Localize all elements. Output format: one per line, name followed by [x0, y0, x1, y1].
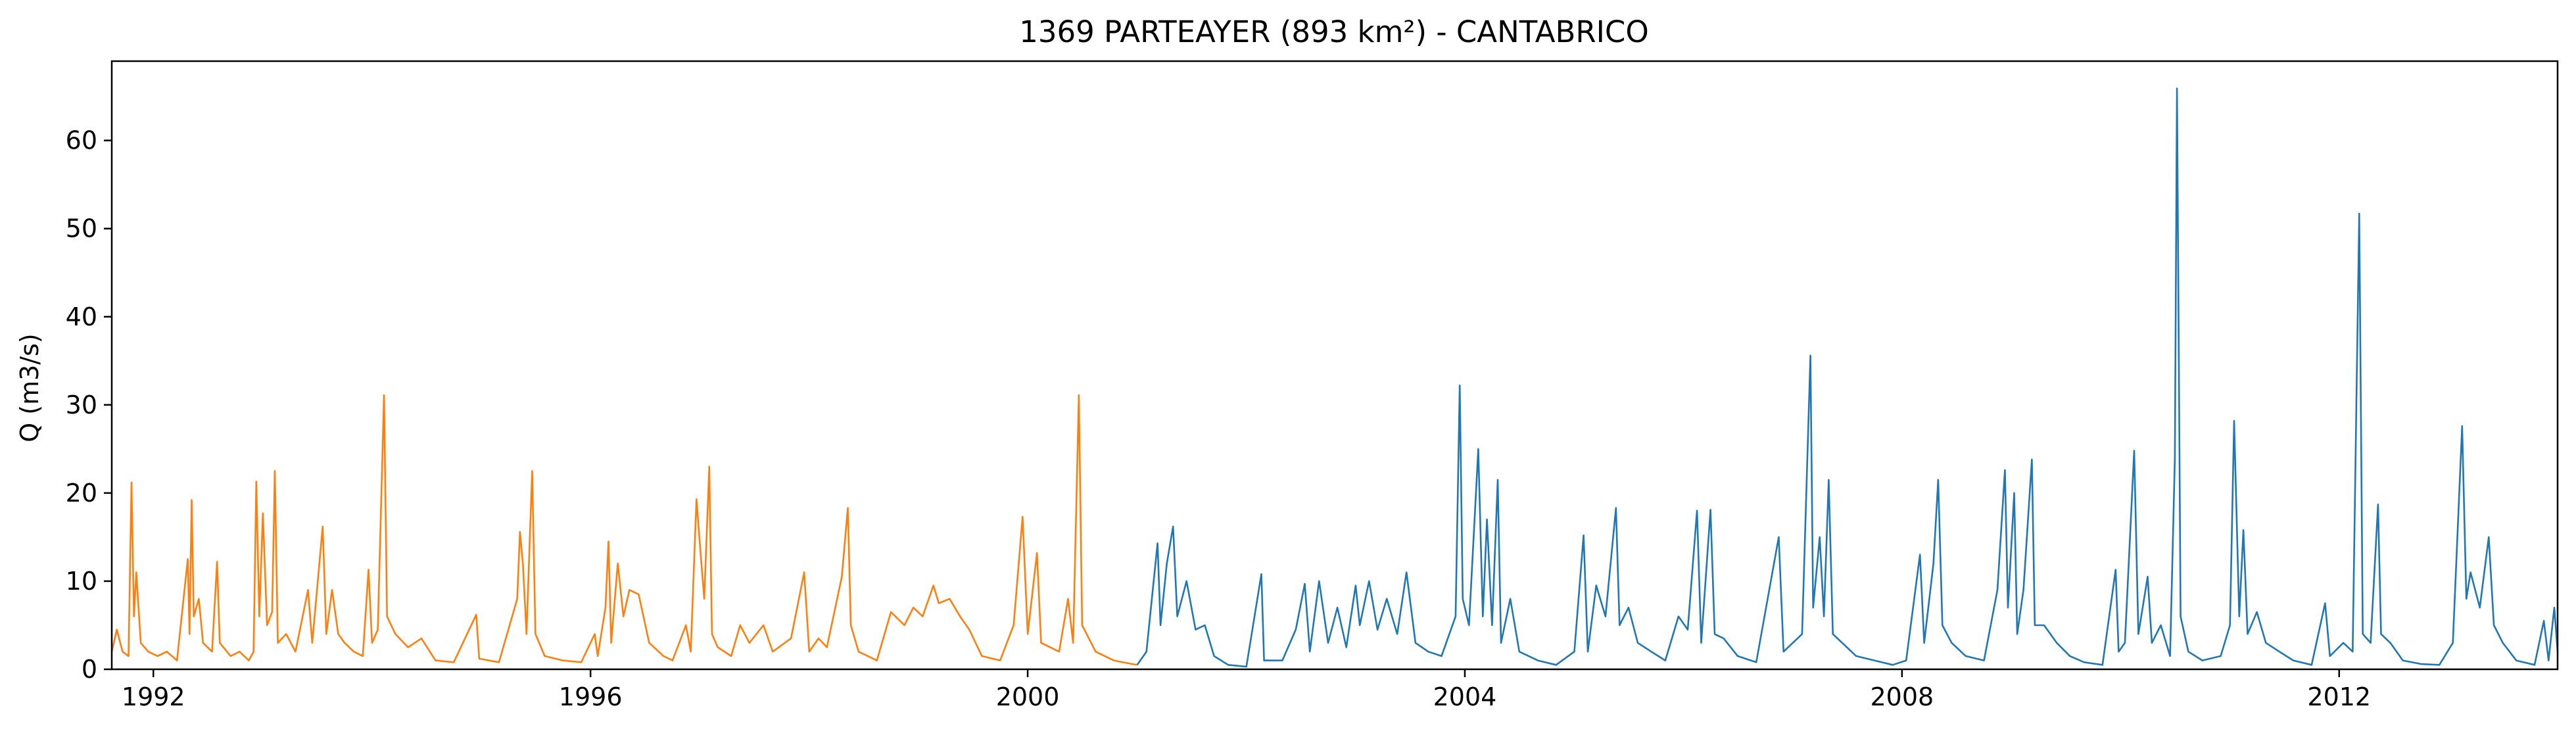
x-tick-label: 2008: [1871, 682, 1934, 711]
y-tick-label: 20: [66, 479, 97, 508]
series-line-2: [1136, 87, 2559, 668]
x-tick-label: 2012: [2307, 682, 2371, 711]
x-tick-label: 2004: [1433, 682, 1497, 711]
y-tick-label: 60: [66, 126, 97, 155]
x-tick-label: 1996: [559, 682, 623, 711]
chart-title: 1369 PARTEAYER (893 km²) - CANTABRICO: [1019, 14, 1649, 49]
y-tick-label: 10: [66, 567, 97, 596]
plot-area: [110, 87, 2559, 668]
x-tick-label: 2000: [996, 682, 1060, 711]
y-tick-label: 50: [66, 214, 97, 243]
y-tick-label: 30: [66, 391, 97, 419]
y-axis: 0 10 20 30 40 50 60: [66, 126, 112, 684]
y-axis-label: Q (m3/s): [15, 333, 44, 442]
y-tick-label: 0: [82, 655, 97, 684]
x-axis: 1992 1996 2000 2004 2008 2012: [122, 669, 2371, 711]
axes-frame: [110, 60, 2559, 671]
series-line-1: [110, 394, 1137, 666]
x-tick-label: 1992: [122, 682, 185, 711]
y-tick-label: 40: [66, 302, 97, 331]
